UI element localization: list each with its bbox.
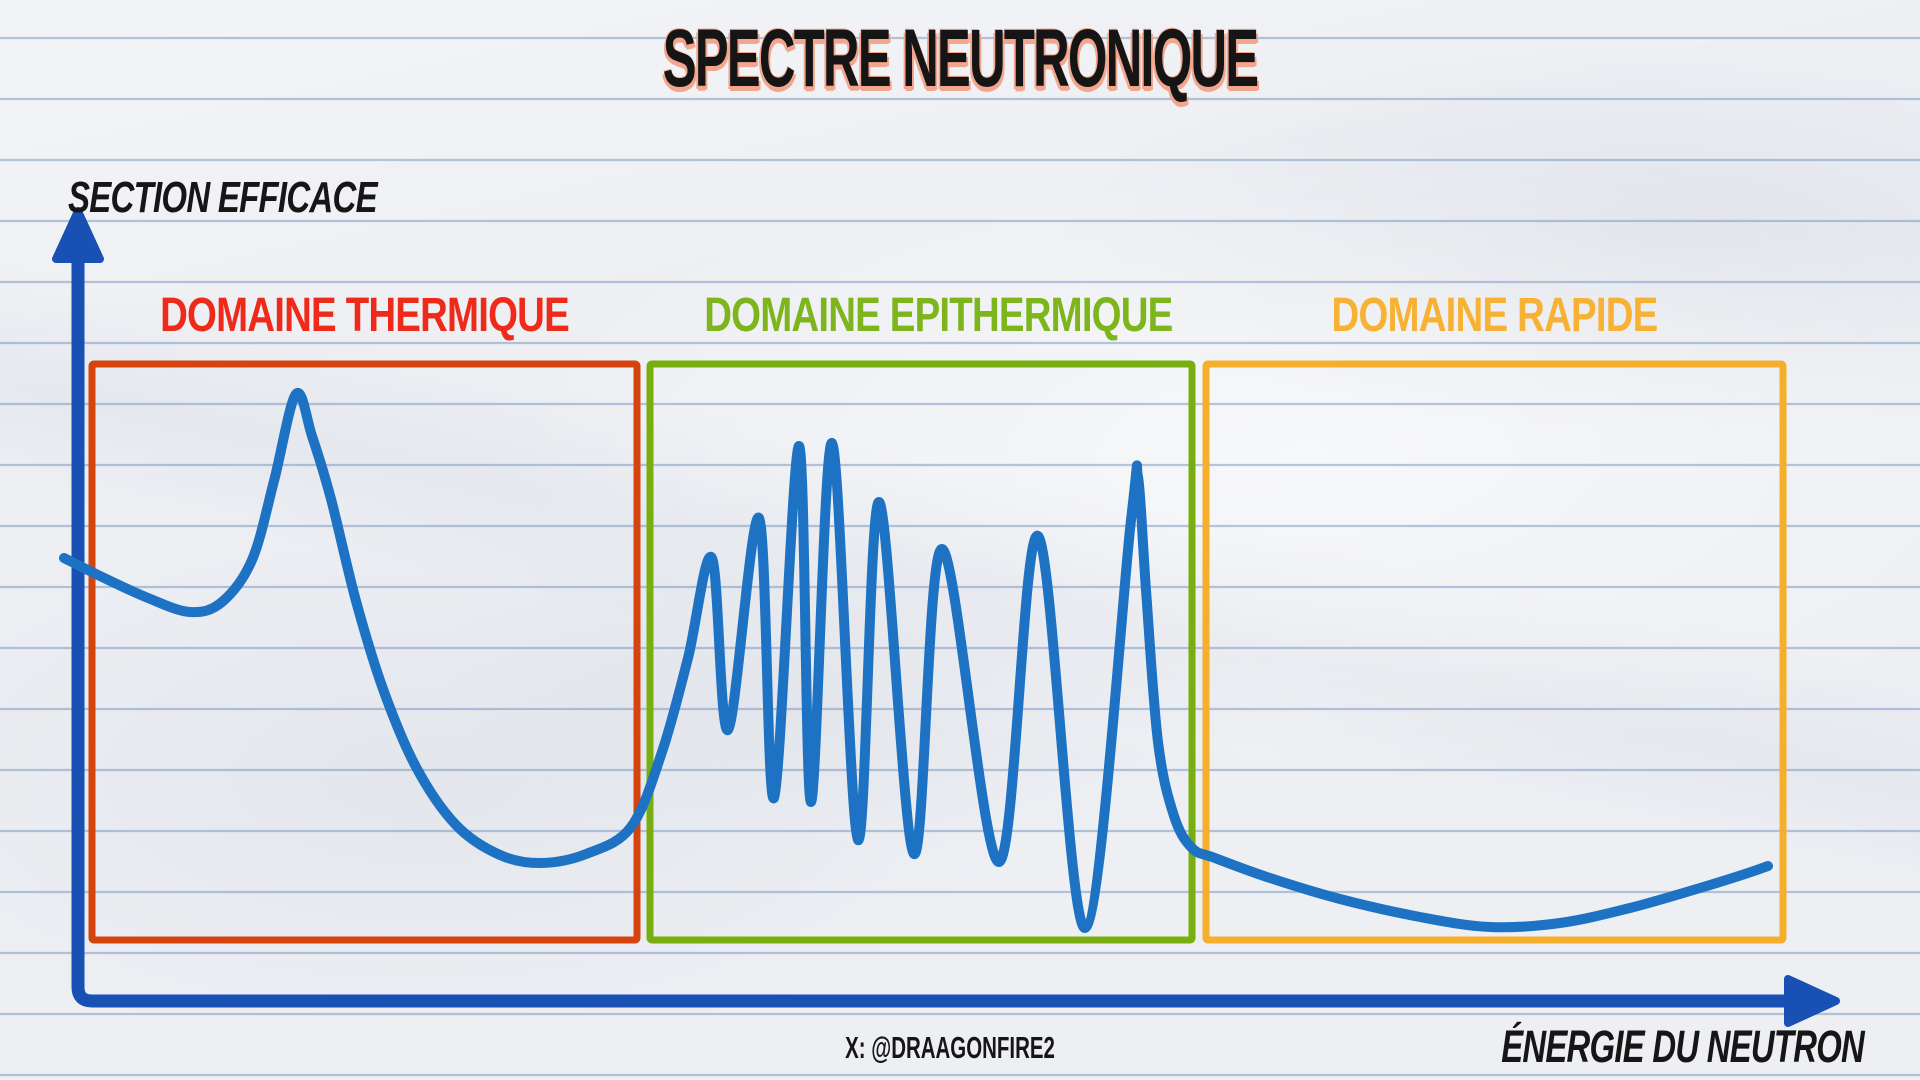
x-axis-arrowhead-icon bbox=[1784, 975, 1840, 1027]
ruled-lines bbox=[0, 36, 1920, 1077]
y-axis-label: SECTION EFFICACE bbox=[68, 173, 378, 222]
y-axis-arrowhead-icon bbox=[52, 207, 104, 263]
epithermal-domain-label: DOMAINE EPITHERMIQUE bbox=[704, 289, 1173, 342]
page-title: SPECTRE NEUTRONIQUE bbox=[662, 13, 1259, 104]
fast-domain-box bbox=[1202, 360, 1787, 944]
attribution-handle: X: @DRAAGONFIRE2 bbox=[845, 1030, 1055, 1065]
thermal-domain-box bbox=[88, 360, 641, 944]
thermal-domain-label: DOMAINE THERMIQUE bbox=[160, 289, 570, 342]
cross-section-curve bbox=[59, 387, 1773, 934]
axis-lines bbox=[71, 245, 1797, 1008]
x-axis-label: ÉNERGIE DU NEUTRON bbox=[1501, 1021, 1865, 1072]
fast-domain-label: DOMAINE RAPIDE bbox=[1331, 289, 1659, 342]
epithermal-domain-box bbox=[646, 360, 1196, 944]
axes bbox=[52, 207, 1840, 1027]
